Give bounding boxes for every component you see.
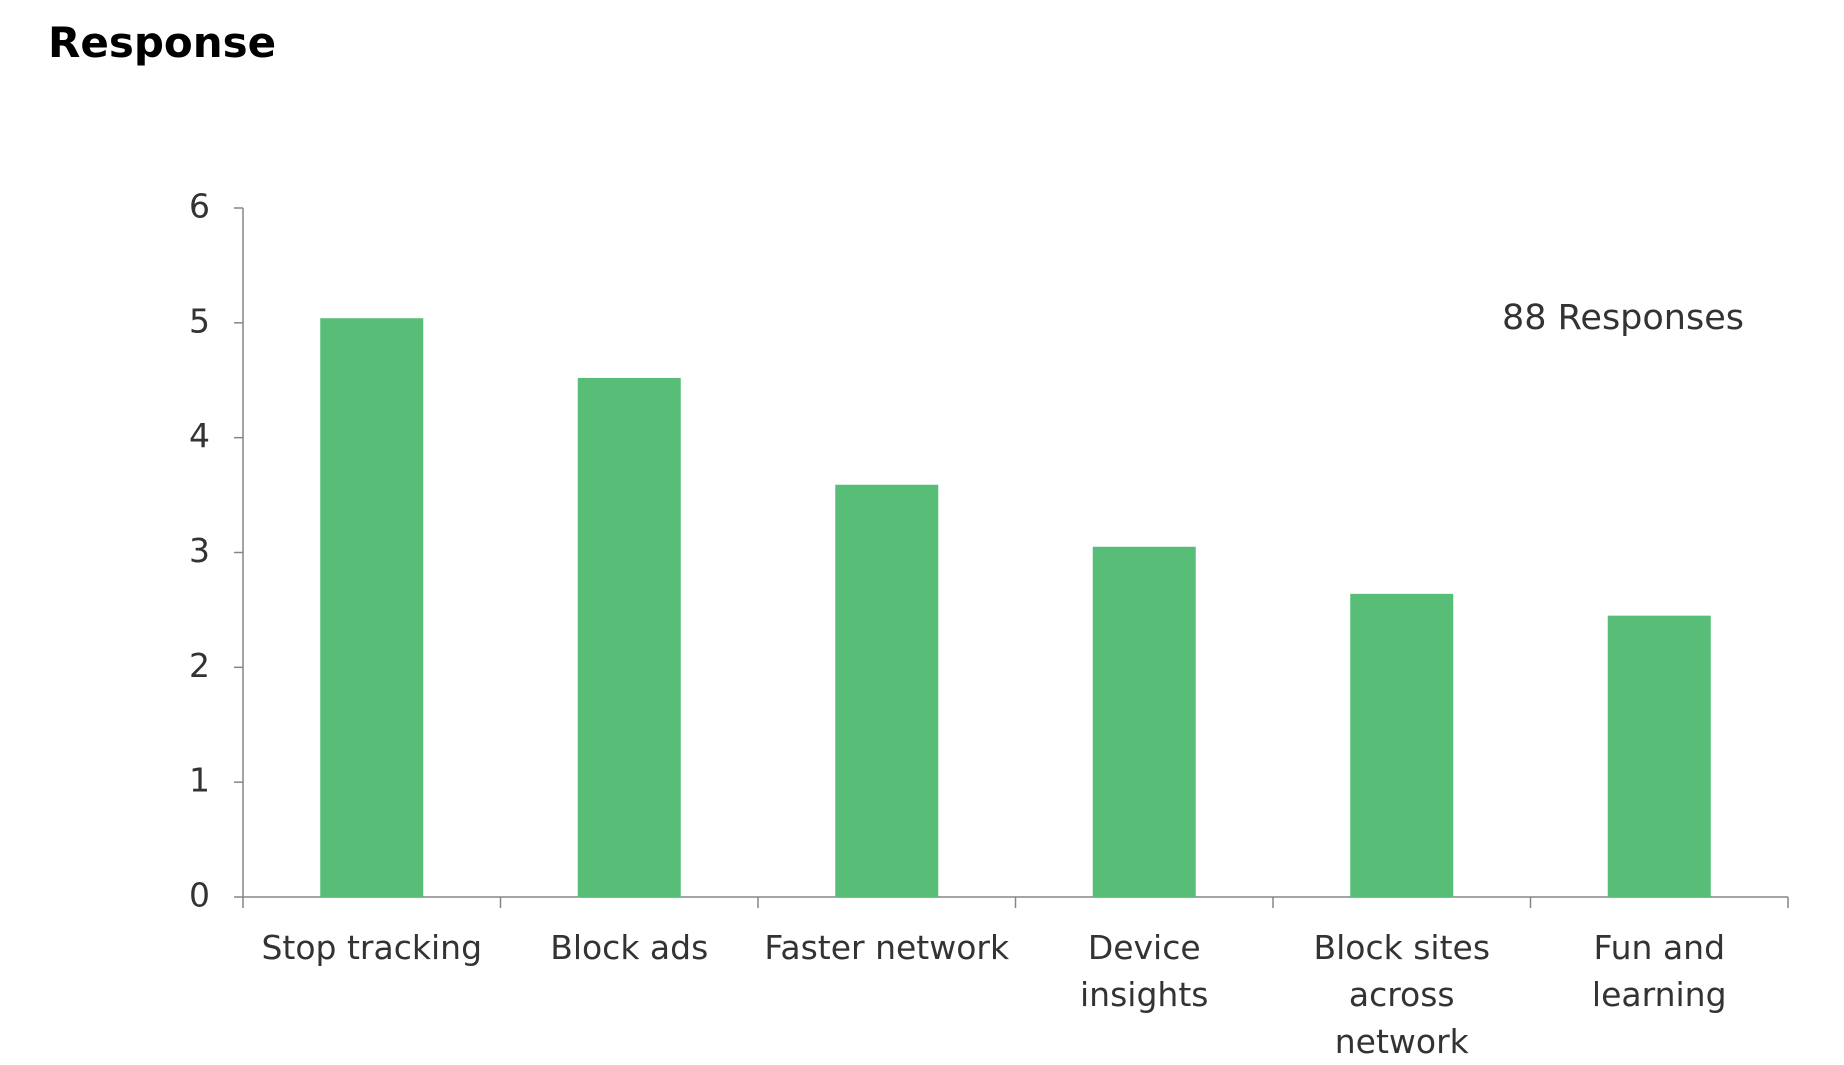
y-tick-label: 0 bbox=[189, 876, 210, 915]
y-tick-label: 3 bbox=[189, 531, 210, 570]
y-tick-label: 5 bbox=[189, 301, 210, 340]
y-tick-label: 4 bbox=[189, 416, 210, 455]
page-title: Response bbox=[48, 18, 277, 67]
y-tick-label: 2 bbox=[189, 646, 210, 685]
x-tick-label: Stop tracking bbox=[261, 928, 483, 967]
x-tick-label: Block sites across network bbox=[1313, 928, 1491, 1061]
y-tick-label: 6 bbox=[189, 187, 210, 226]
bar bbox=[577, 377, 681, 897]
bar bbox=[835, 484, 939, 897]
bar bbox=[320, 318, 424, 897]
x-tick-label: Faster network bbox=[764, 928, 1010, 967]
bar bbox=[1092, 546, 1196, 897]
x-tick-label: Block ads bbox=[550, 928, 709, 967]
chart: 88 Responses 0 1 2 3 4 5 6 bbox=[189, 187, 1789, 915]
x-tick-label: Device insights bbox=[1080, 928, 1209, 1014]
bar bbox=[1350, 593, 1454, 897]
x-tick-label: Fun and learning bbox=[1591, 928, 1727, 1014]
y-tick-label: 1 bbox=[189, 761, 210, 800]
annotation: 88 Responses bbox=[1502, 298, 1744, 338]
bar bbox=[1607, 615, 1711, 897]
